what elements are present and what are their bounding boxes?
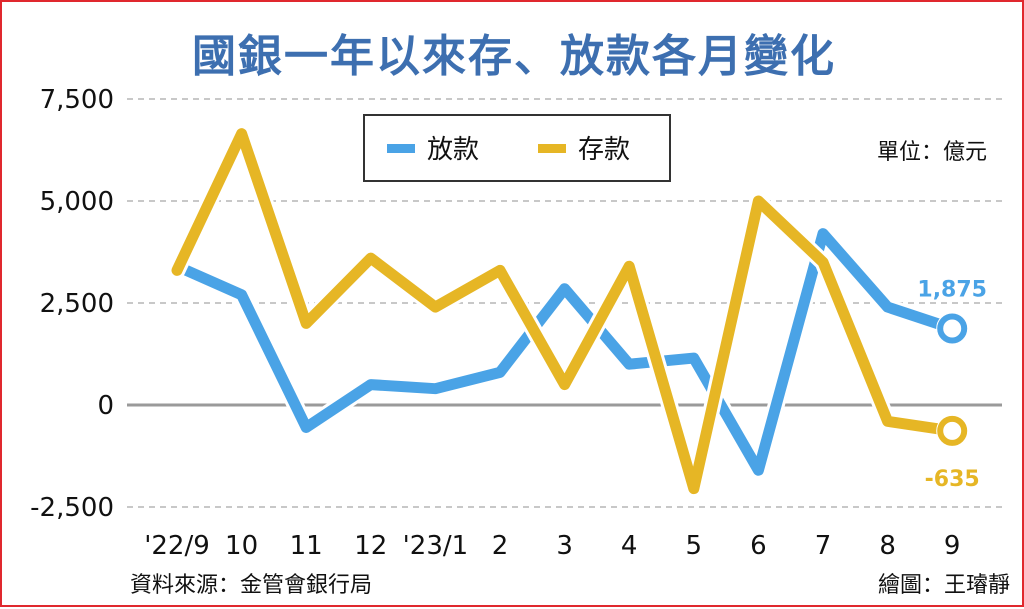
x-tick-label: 3 [556, 531, 573, 561]
x-tick-label: 4 [621, 531, 638, 561]
y-tick-label: 7,500 [40, 85, 114, 115]
legend-swatch [387, 144, 415, 153]
legend-label: 放款 [427, 135, 479, 165]
legend-label: 存款 [578, 135, 630, 165]
x-tick-label: 5 [686, 531, 703, 561]
end-marker [937, 415, 968, 446]
legend-swatch [538, 144, 566, 153]
source-note: 資料來源：金管會銀行局 [130, 573, 372, 598]
end-value-label: -635 [925, 467, 980, 492]
y-tick-label: 2,500 [40, 289, 114, 319]
x-tick-label: 6 [750, 531, 767, 561]
x-tick-label: 10 [225, 531, 258, 561]
x-tick-label: 8 [879, 531, 896, 561]
series-line [171, 228, 958, 476]
y-tick-label: 0 [97, 391, 114, 421]
x-tick-label: 7 [815, 531, 832, 561]
series-line [171, 128, 958, 495]
chart-title: 國銀一年以來存、放款各月變化 [192, 31, 836, 82]
y-tick-label: 5,000 [40, 187, 114, 217]
end-marker [937, 313, 968, 344]
x-tick-label: 11 [290, 531, 323, 561]
x-tick-label: '23/1 [403, 531, 469, 561]
y-tick-label: -2,500 [30, 493, 114, 523]
x-tick-label: '22/9 [144, 531, 210, 561]
x-tick-label: 2 [492, 531, 509, 561]
credit-note: 繪圖：王璿靜 [878, 573, 1010, 598]
end-value-label: 1,875 [917, 278, 987, 303]
unit-label: 單位：億元 [877, 140, 987, 165]
x-tick-label: 9 [944, 531, 961, 561]
series-line-halo [168, 125, 961, 498]
x-tick-label: 12 [354, 531, 387, 561]
